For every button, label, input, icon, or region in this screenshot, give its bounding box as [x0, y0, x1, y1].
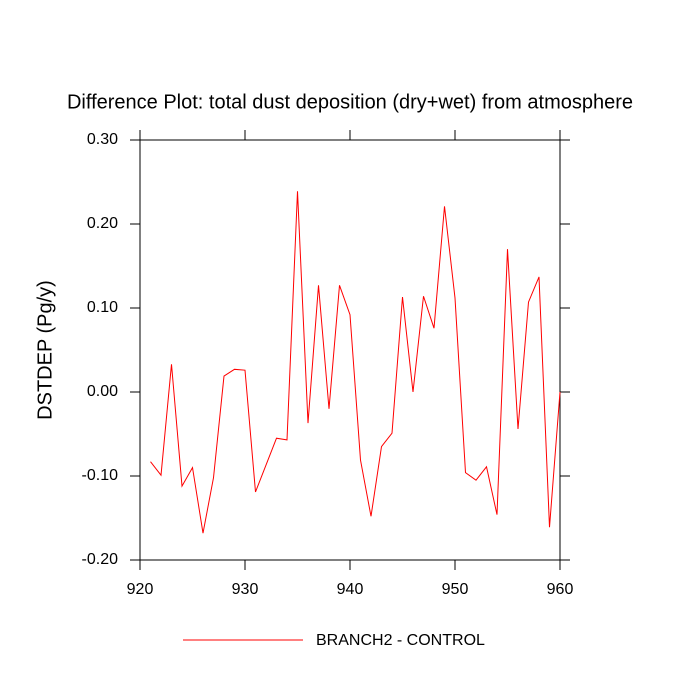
x-tick-label: 940: [337, 581, 364, 598]
x-tick-label: 930: [232, 581, 259, 598]
data-line: [150, 191, 561, 534]
legend-label: BRANCH2 - CONTROL: [316, 632, 485, 649]
x-tick-label: 950: [442, 581, 469, 598]
y-tick-label: 0.30: [87, 131, 118, 148]
x-tick-label: 920: [127, 581, 154, 598]
y-tick-label: 0.20: [87, 215, 118, 232]
x-tick-label: 960: [547, 581, 574, 598]
y-tick-label: -0.20: [82, 551, 119, 568]
y-tick-label: 0.10: [87, 299, 118, 316]
plot-frame: [139, 139, 561, 561]
y-tick-label: 0.00: [87, 383, 118, 400]
y-tick-label: -0.10: [82, 467, 119, 484]
chart-title: Difference Plot: total dust deposition (…: [67, 91, 633, 113]
y-axis-label: DSTDEP (Pg/y): [34, 280, 56, 420]
